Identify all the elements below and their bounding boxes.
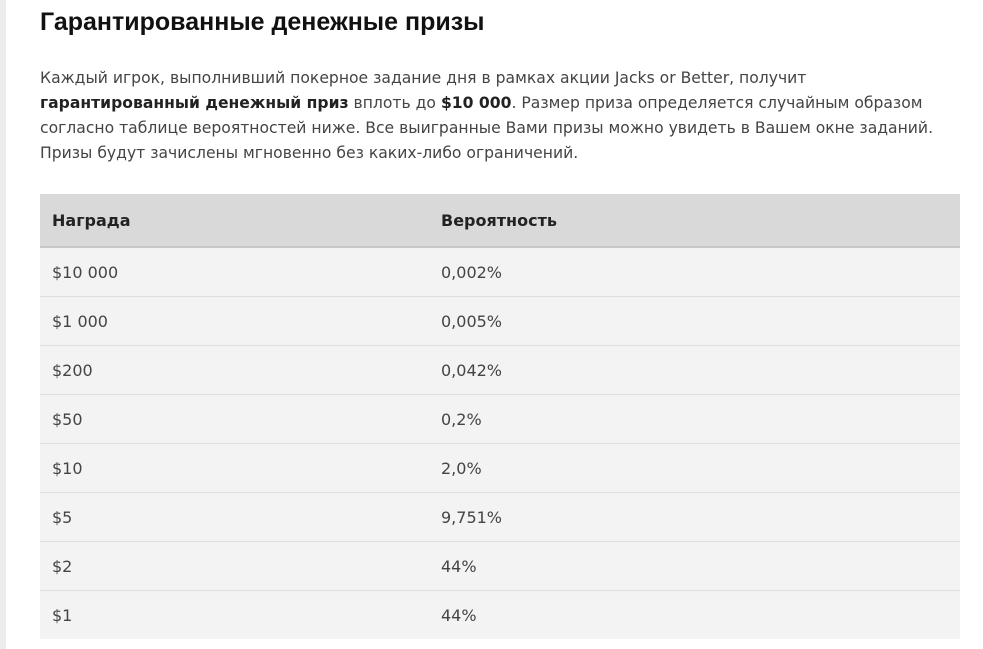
award-cell: $50 [40,394,429,444]
left-border [0,0,6,649]
header-award: Награда [40,194,429,248]
intro-text-2: вплоть до [348,94,441,112]
table-row: $1 44% [40,590,960,639]
table-row: $50 0,2% [40,394,960,444]
intro-text-3: . Размер приза определяется случайным об… [40,94,934,162]
probability-cell: 0,005% [429,296,960,346]
award-cell: $1 [40,590,429,639]
intro-paragraph: Каждый игрок, выполнивший покерное задан… [40,66,965,166]
award-cell: $2 [40,541,429,591]
probability-cell: 2,0% [429,443,960,493]
table-row: $200 0,042% [40,345,960,395]
award-cell: $5 [40,492,429,542]
table-row: $10 2,0% [40,443,960,493]
table-row: $5 9,751% [40,492,960,542]
prize-probability-table: Награда Вероятность $10 000 0,002% $1 00… [40,194,960,639]
probability-cell: 44% [429,541,960,591]
award-cell: $200 [40,345,429,395]
intro-text-1: Каждый игрок, выполнивший покерное задан… [40,69,807,87]
table-row: $10 000 0,002% [40,247,960,297]
table-row: $2 44% [40,541,960,591]
probability-cell: 0,2% [429,394,960,444]
header-probability: Вероятность [429,194,960,248]
table-row: $1 000 0,005% [40,296,960,346]
page-title: Гарантированные денежные призы [40,8,485,36]
probability-cell: 44% [429,590,960,639]
probability-cell: 9,751% [429,492,960,542]
intro-bold-max-prize: $10 000 [440,94,512,112]
table-header-row: Награда Вероятность [40,194,960,248]
award-cell: $10 000 [40,247,429,297]
probability-cell: 0,002% [429,247,960,297]
award-cell: $1 000 [40,296,429,346]
intro-bold-guaranteed-prize: гарантированный денежный приз [40,94,349,112]
probability-cell: 0,042% [429,345,960,395]
award-cell: $10 [40,443,429,493]
